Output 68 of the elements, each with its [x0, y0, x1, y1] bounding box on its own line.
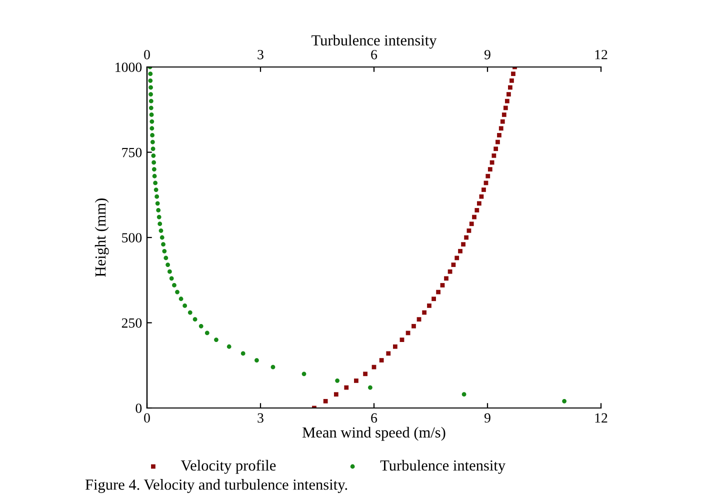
point	[498, 126, 504, 131]
point	[400, 338, 404, 342]
point	[504, 98, 510, 104]
point	[503, 106, 508, 110]
point	[472, 214, 476, 220]
point	[458, 248, 462, 254]
y-tick-label: 750	[122, 148, 142, 158]
point	[432, 296, 436, 302]
caption: Figure 4. Velocity and turbulence intensity.	[85, 479, 348, 493]
point	[474, 208, 480, 212]
x-tick-label: 3	[258, 413, 264, 423]
point	[466, 228, 472, 233]
point	[502, 112, 506, 117]
legend-label: Velocity profile	[180, 460, 276, 474]
point	[494, 146, 498, 152]
x2-tick-label: 0	[144, 50, 150, 60]
point	[476, 201, 482, 206]
point	[511, 72, 516, 76]
point	[427, 304, 432, 308]
x-tick-label: 6	[371, 413, 378, 423]
x2-tick-label: 6	[371, 50, 378, 60]
point	[392, 344, 398, 349]
point	[488, 167, 492, 172]
point	[412, 324, 416, 328]
point	[486, 174, 490, 178]
legend-label: Turbulence intensity	[380, 460, 506, 474]
point	[506, 92, 511, 96]
point	[497, 133, 502, 138]
point	[479, 194, 484, 199]
point	[363, 372, 368, 376]
point	[386, 351, 391, 356]
x2-tick-label: 12	[595, 50, 608, 60]
point	[461, 242, 466, 247]
x2-axis-title: Turbulence intensity	[312, 34, 437, 49]
y-tick-label: 0	[136, 404, 142, 413]
point	[422, 310, 427, 315]
x2-tick-label: 3	[258, 50, 264, 60]
point	[440, 283, 445, 288]
point	[454, 256, 460, 260]
point	[492, 153, 496, 158]
x-axis-title: Mean wind speed (m/s)	[302, 426, 446, 441]
y-tick-label: 250	[122, 318, 142, 328]
y-tick-label: 1000	[116, 62, 142, 72]
point	[482, 188, 486, 192]
x-tick-label: 9	[484, 413, 490, 423]
point	[448, 269, 452, 274]
x2-tick-label: 9	[484, 50, 490, 60]
point	[372, 364, 376, 370]
point	[508, 85, 512, 90]
point	[500, 119, 505, 124]
point	[334, 392, 338, 397]
point	[464, 235, 469, 240]
point	[496, 140, 500, 144]
point	[344, 385, 349, 390]
point	[469, 222, 474, 226]
point	[444, 276, 448, 281]
point	[451, 262, 456, 267]
point	[484, 180, 488, 186]
point	[354, 378, 358, 383]
point	[436, 290, 441, 294]
y-tick-label: 500	[122, 233, 142, 242]
x-tick-label: 0	[144, 413, 150, 423]
y-axis-title: Height (mm)	[94, 198, 109, 277]
point	[416, 317, 422, 322]
point	[510, 78, 514, 83]
point	[379, 358, 384, 362]
x-tick-label: 12	[595, 413, 608, 422]
point	[323, 398, 328, 404]
